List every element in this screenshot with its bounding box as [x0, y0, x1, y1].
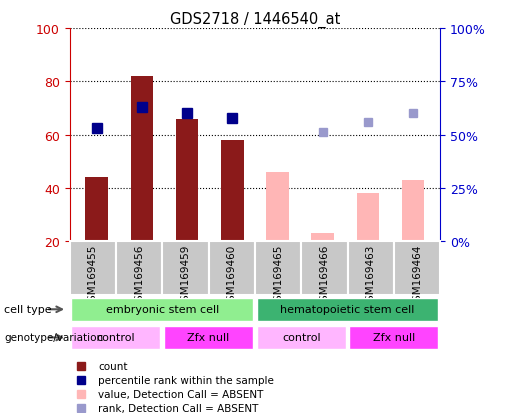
Bar	[402, 180, 424, 242]
Bar	[255, 242, 301, 295]
Text: count: count	[98, 361, 128, 371]
Bar	[72, 326, 160, 349]
Bar	[209, 242, 255, 295]
Bar	[162, 242, 209, 295]
Text: GSM169463: GSM169463	[366, 244, 376, 307]
Bar	[312, 234, 334, 242]
Text: GSM169456: GSM169456	[134, 244, 144, 307]
Bar	[394, 242, 440, 295]
Bar	[176, 119, 198, 242]
Bar	[357, 194, 379, 242]
Bar	[72, 298, 253, 321]
Text: GSM169460: GSM169460	[227, 244, 237, 307]
Text: control: control	[97, 332, 135, 343]
Text: Zfx null: Zfx null	[373, 332, 415, 343]
Text: Zfx null: Zfx null	[187, 332, 230, 343]
Text: hematopoietic stem cell: hematopoietic stem cell	[281, 304, 415, 315]
Bar	[257, 326, 346, 349]
Bar	[257, 298, 438, 321]
Bar	[164, 326, 253, 349]
Bar	[301, 242, 348, 295]
Bar	[116, 242, 162, 295]
Bar	[348, 242, 394, 295]
Bar	[266, 173, 289, 242]
Bar	[350, 326, 438, 349]
Text: GSM169459: GSM169459	[180, 244, 191, 307]
Text: genotype/variation: genotype/variation	[4, 332, 103, 342]
Text: percentile rank within the sample: percentile rank within the sample	[98, 375, 274, 385]
Text: GSM169465: GSM169465	[273, 244, 283, 307]
Text: control: control	[282, 332, 320, 343]
Text: value, Detection Call = ABSENT: value, Detection Call = ABSENT	[98, 389, 264, 399]
Text: GSM169455: GSM169455	[88, 244, 98, 307]
Bar	[131, 77, 153, 242]
Bar	[221, 140, 244, 242]
Bar	[70, 242, 116, 295]
Title: GDS2718 / 1446540_at: GDS2718 / 1446540_at	[170, 12, 340, 28]
Text: rank, Detection Call = ABSENT: rank, Detection Call = ABSENT	[98, 403, 259, 413]
Text: cell type: cell type	[4, 304, 52, 314]
Text: GSM169464: GSM169464	[412, 244, 422, 307]
Bar	[85, 178, 108, 242]
Text: embryonic stem cell: embryonic stem cell	[106, 304, 219, 315]
Text: GSM169466: GSM169466	[319, 244, 330, 307]
